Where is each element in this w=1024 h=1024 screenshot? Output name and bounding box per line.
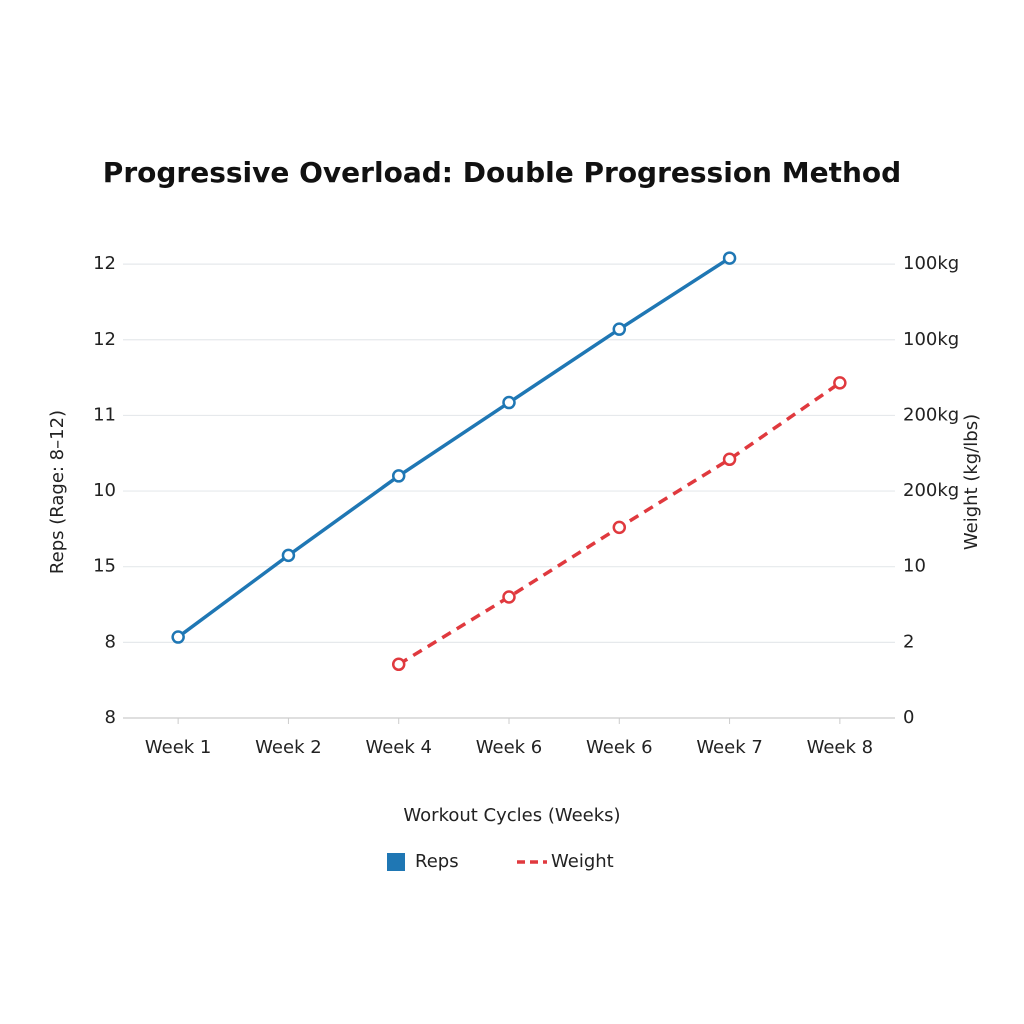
y2-tick-label: 100kg [903, 253, 959, 274]
y2-tick-label: 200kg [903, 480, 959, 501]
y2-tick-label: 200kg [903, 404, 959, 425]
y-tick-label: 11 [93, 404, 116, 425]
x-tick-label: Week 6 [476, 737, 543, 758]
legend-label: Weight [551, 851, 614, 872]
x-tick-label: Week 2 [255, 737, 322, 758]
data-point [281, 548, 296, 563]
y2-tick-label: 0 [903, 707, 914, 728]
y-tick-label: 12 [93, 253, 116, 274]
data-point [171, 630, 185, 644]
x-tick-label: Week 7 [696, 737, 763, 758]
data-point [612, 520, 627, 535]
data-point [502, 395, 516, 410]
data-point [833, 376, 847, 390]
y-tick-label: 8 [105, 631, 116, 652]
data-point [391, 657, 406, 672]
x-tick-label: Week 4 [365, 737, 432, 758]
legend-label: Reps [415, 851, 459, 872]
y2-tick-label: 10 [903, 556, 926, 577]
x-tick-label: Week 8 [807, 737, 874, 758]
y-tick-label: 12 [93, 329, 116, 350]
legend-swatch [387, 853, 405, 871]
y2-axis-label: Weight (kg/lbs) [961, 414, 982, 550]
data-point [722, 452, 737, 467]
y2-tick-label: 100kg [903, 329, 959, 350]
chart-title: Progressive Overload: Double Progression… [103, 156, 901, 189]
x-tick-label: Week 6 [586, 737, 653, 758]
y-tick-label: 10 [93, 480, 116, 501]
y-tick-label: 15 [93, 556, 116, 577]
y-axis-label: Reps (Rage: 8–12) [47, 410, 68, 574]
y-tick-label: 8 [105, 707, 116, 728]
data-point [502, 590, 516, 604]
data-point [722, 251, 737, 265]
data-point [612, 322, 627, 336]
x-axis-label: Workout Cycles (Weeks) [403, 805, 620, 826]
data-point [391, 469, 406, 483]
x-tick-label: Week 1 [145, 737, 212, 758]
y2-tick-label: 2 [903, 631, 914, 652]
series-line [177, 256, 731, 639]
